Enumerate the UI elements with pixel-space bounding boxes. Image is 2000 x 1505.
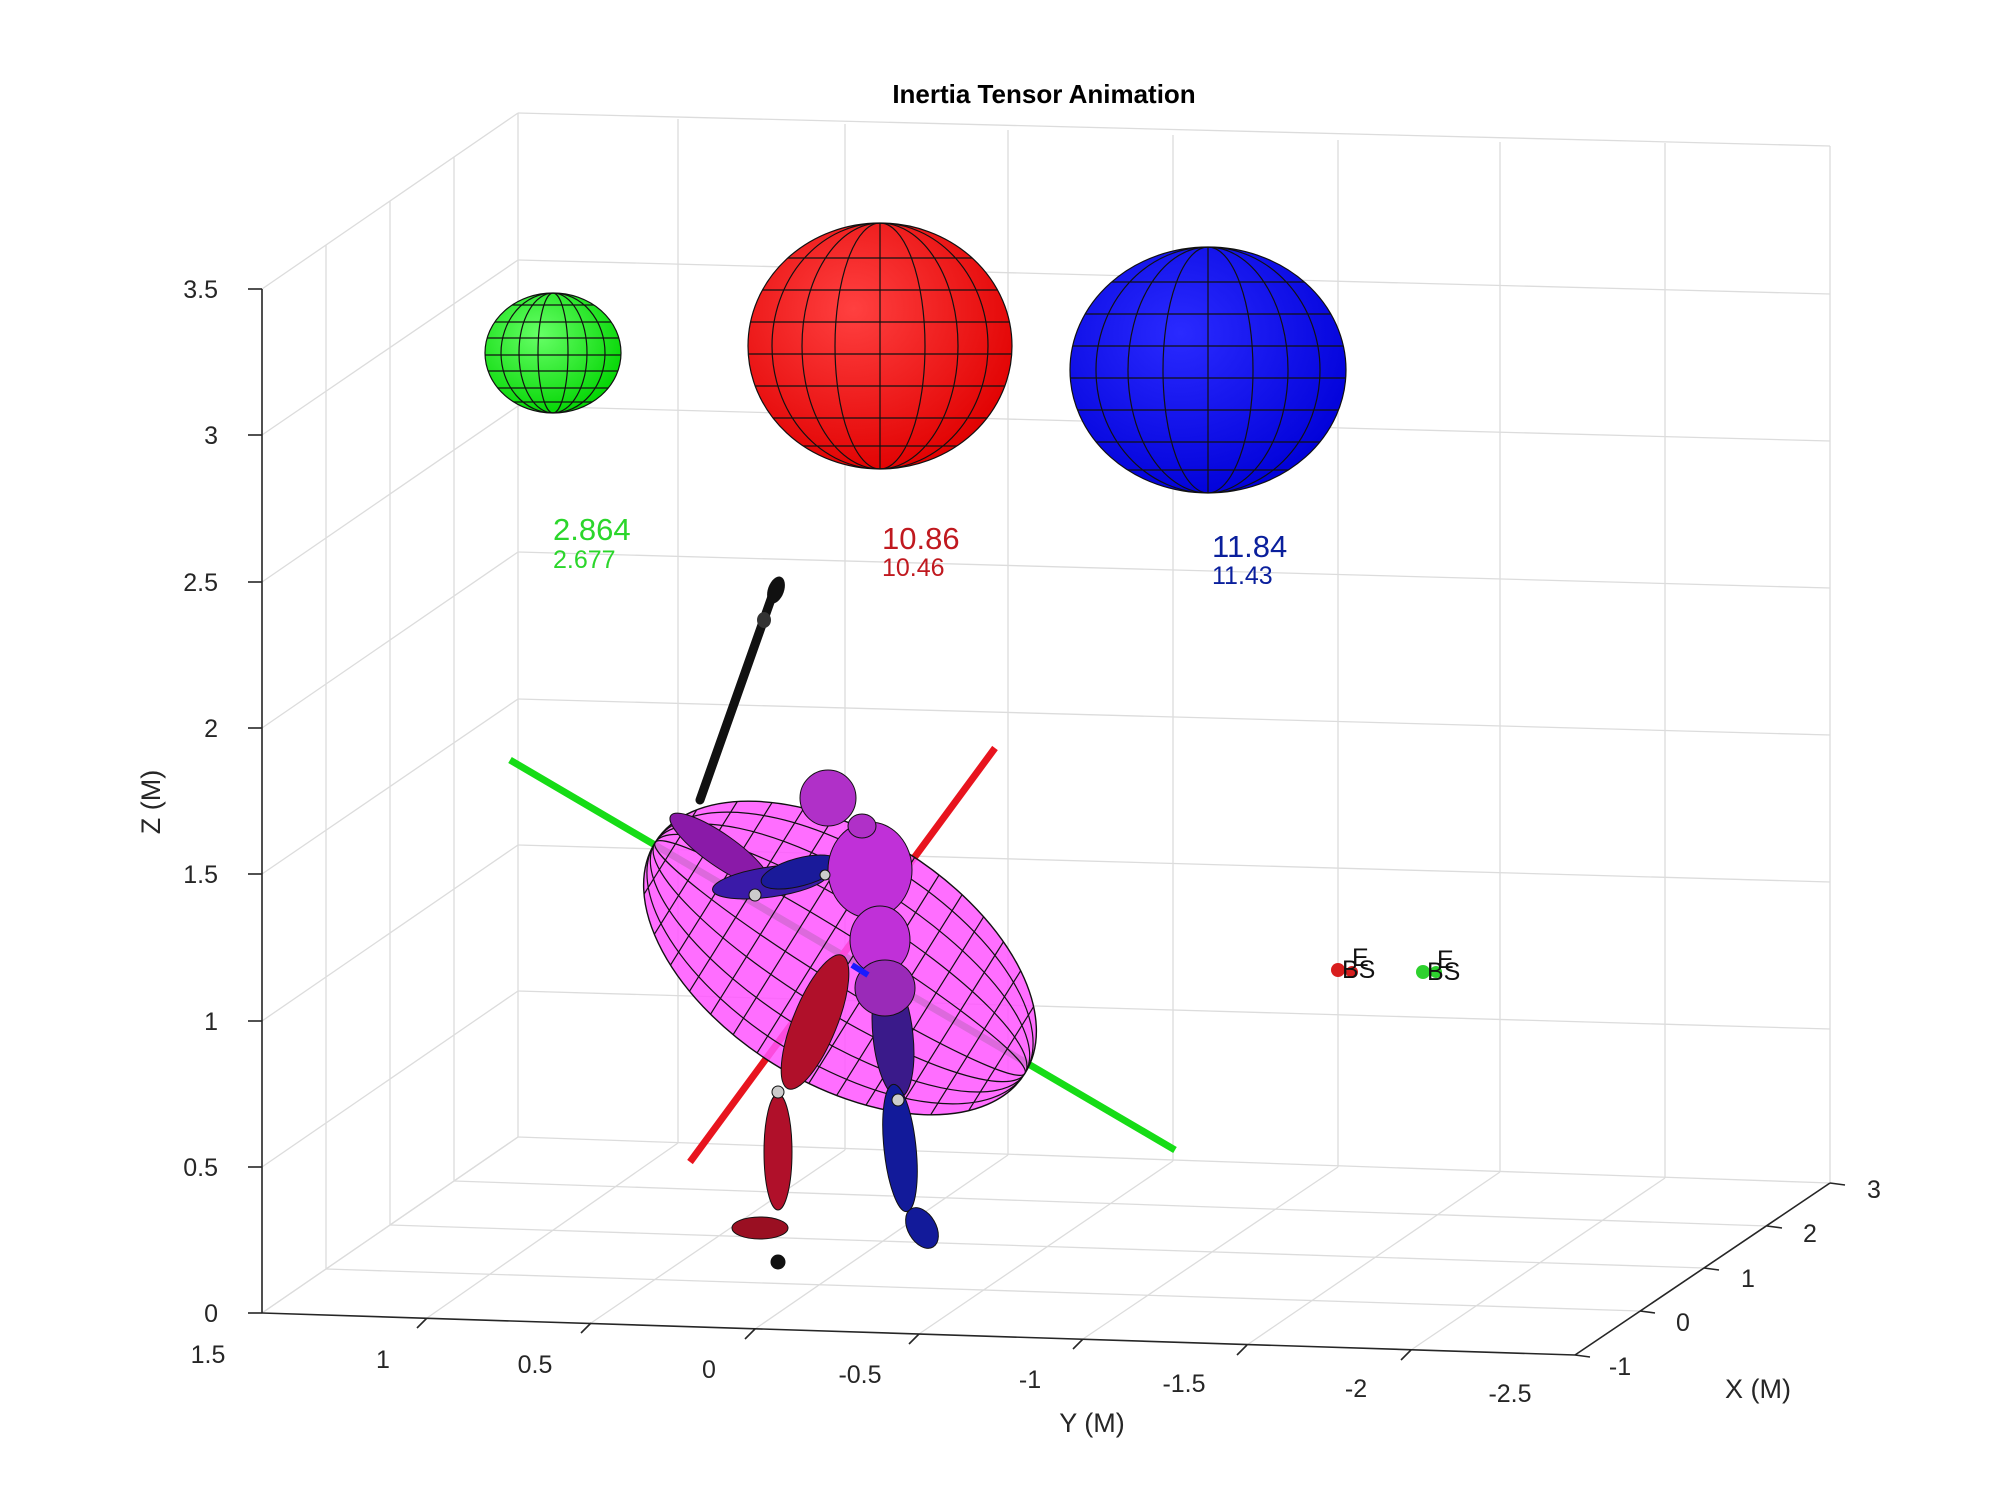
marker-label: BS bbox=[1342, 956, 1375, 984]
z-tick-label: 3 bbox=[204, 422, 218, 450]
chart-title: Inertia Tensor Animation bbox=[892, 79, 1195, 109]
y-tick-labels: 1.5 1 0.5 0 -0.5 -1 -1.5 -2 -2.5 bbox=[191, 1341, 1532, 1408]
blue-moment-value: 11.84 bbox=[1212, 529, 1287, 564]
y-tick-label: -1 bbox=[1019, 1366, 1041, 1394]
green-moment-value: 2.864 bbox=[553, 512, 631, 547]
x-tick-labels: -1 0 1 2 3 bbox=[1609, 1176, 1881, 1381]
z-tick-label: 0.5 bbox=[183, 1154, 218, 1182]
golfer-body bbox=[669, 769, 939, 1270]
moment-values: 2.864 2.677 10.86 10.46 11.84 11.43 bbox=[553, 512, 1287, 590]
marker-label: E bbox=[1437, 946, 1454, 974]
z-tick-label: 2.5 bbox=[183, 569, 218, 597]
y-tick-label: -2.5 bbox=[1488, 1380, 1531, 1408]
x-tick-label: 2 bbox=[1803, 1220, 1817, 1248]
z-tick-label: 3.5 bbox=[183, 276, 218, 304]
red-moment-subvalue: 10.46 bbox=[882, 554, 945, 582]
x-tick-label: 0 bbox=[1676, 1309, 1690, 1337]
y-tick-label: -0.5 bbox=[838, 1361, 881, 1389]
marker-point bbox=[1346, 966, 1358, 978]
x-tick-label: 1 bbox=[1741, 1265, 1755, 1293]
z-tick-label: 1 bbox=[204, 1008, 218, 1036]
y-tick-label: 0 bbox=[702, 1356, 716, 1384]
axes-frame bbox=[261, 289, 1831, 1356]
grid-lines bbox=[261, 112, 1831, 1356]
y-axis-label: Y (M) bbox=[1059, 1408, 1125, 1438]
sphere-blue bbox=[1069, 246, 1347, 494]
tick-marks bbox=[248, 288, 1846, 1361]
x-axis-label: X (M) bbox=[1725, 1374, 1791, 1404]
x-tick-label: -1 bbox=[1609, 1353, 1631, 1381]
marker-label: BS bbox=[1427, 958, 1460, 986]
y-tick-label: -1.5 bbox=[1162, 1370, 1205, 1398]
sphere-green bbox=[484, 292, 622, 414]
marker-group-red: E BS bbox=[1331, 944, 1375, 984]
marker-group-green: E BS bbox=[1416, 946, 1460, 986]
x-tick-label: 3 bbox=[1867, 1176, 1881, 1204]
red-moment-value: 10.86 bbox=[882, 521, 960, 556]
z-tick-label: 1.5 bbox=[183, 861, 218, 889]
marker-point bbox=[1430, 966, 1442, 978]
y-tick-label: -2 bbox=[1345, 1375, 1367, 1403]
green-moment-subvalue: 2.677 bbox=[553, 546, 616, 574]
y-tick-label: 0.5 bbox=[518, 1351, 553, 1379]
golf-club bbox=[695, 576, 785, 805]
z-tick-label: 2 bbox=[204, 715, 218, 743]
z-tick-labels: 0 0.5 1 1.5 2 2.5 3 3.5 bbox=[183, 276, 218, 1328]
y-tick-label: 1.5 bbox=[191, 1341, 226, 1369]
marker-point bbox=[1416, 965, 1430, 979]
sphere-red bbox=[747, 222, 1013, 470]
z-tick-label: 0 bbox=[204, 1300, 218, 1328]
marker-label: E bbox=[1352, 944, 1369, 972]
blue-moment-subvalue: 11.43 bbox=[1212, 562, 1273, 590]
principal-axis-blue bbox=[850, 962, 870, 978]
y-tick-label: 1 bbox=[376, 1346, 390, 1374]
z-axis-label: Z (M) bbox=[136, 770, 166, 834]
marker-point bbox=[1331, 963, 1345, 977]
